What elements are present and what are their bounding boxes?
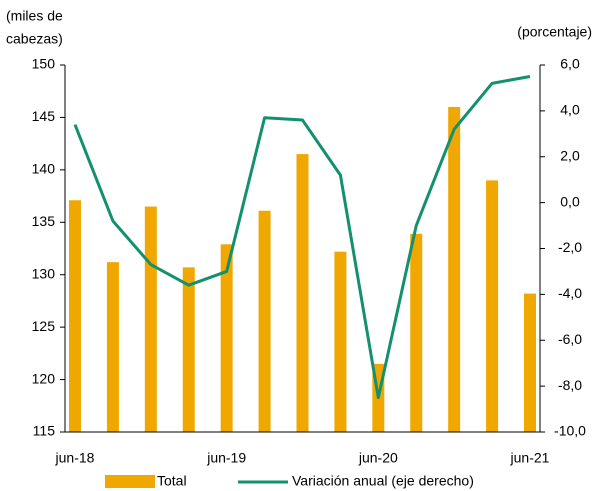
bar [220,244,233,432]
bar [106,262,119,432]
bar [258,210,271,432]
legend-label: Variación anual (eje derecho) [292,473,474,489]
y2-tick-label: -6,0 [558,331,582,347]
y2-tick-label: -4,0 [558,285,582,301]
y2-tick-label: 2,0 [560,147,580,163]
x-tick-label: jun-19 [206,450,246,466]
y-axis-label: cabezas) [6,31,63,47]
y-tick-label: 115 [33,423,56,439]
x-tick-label: jun-21 [510,450,550,466]
x-tick-label: jun-20 [358,450,398,466]
bar [486,180,499,432]
y-tick-label: 135 [32,213,56,229]
legend-swatch [105,475,155,488]
bar [296,154,309,432]
bar [69,200,81,432]
y-tick-label: 140 [32,161,56,177]
y-tick-label: 125 [32,318,56,334]
x-tick-label: jun-18 [55,450,95,466]
line [73,74,531,400]
y2-tick-label: 6,0 [560,56,580,72]
bar [182,267,195,432]
y-axis-label: (miles de [6,8,63,24]
y2-tick-label: -8,0 [558,377,582,393]
bar [144,206,157,432]
y-tick-label: 120 [32,370,56,386]
y2-tick-label: -2,0 [558,239,582,255]
y-tick-label: 130 [32,265,56,281]
bar [524,293,536,432]
bar [448,106,461,432]
y-tick-label: 145 [32,108,56,124]
bar [334,251,347,432]
legend-label: Total [157,473,187,489]
y2-tick-label: 0,0 [560,193,580,209]
y2-tick-label: 4,0 [560,102,580,118]
y2-tick-label: -10,0 [554,423,586,439]
y-tick-label: 150 [32,56,56,72]
y2-axis-label: (porcentaje) [517,24,592,40]
bar [410,233,423,432]
